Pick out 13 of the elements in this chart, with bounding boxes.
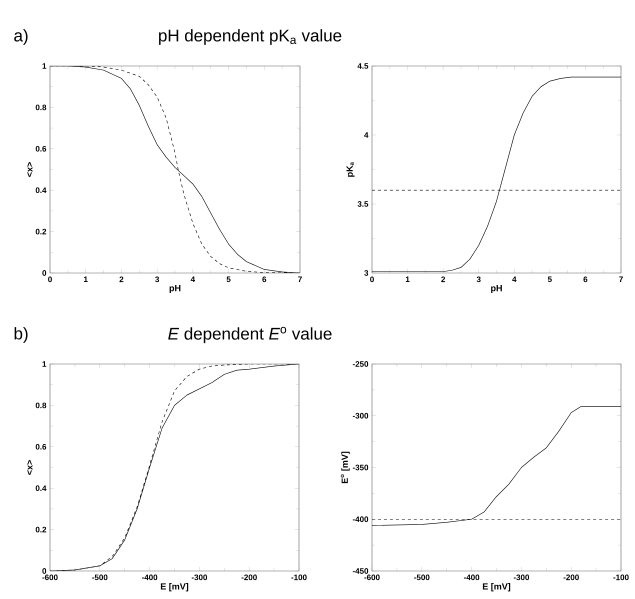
x-axis-title: E [mV] (160, 583, 188, 592)
y-axis-title: <x> (27, 162, 33, 177)
x-axis-title: E [mV] (482, 583, 510, 592)
y-axis-title: E$^{o}$ [mV] (340, 452, 350, 484)
chart-title: pH dependent pK$_{a}$ value (159, 29, 342, 45)
line-series (372, 406, 622, 526)
x-axis-title: pH (491, 285, 502, 294)
y-axis-title: <x> (27, 460, 33, 475)
text: b) (14, 327, 28, 343)
x-axis-title: pH (170, 285, 180, 294)
y-axis-title: pK$_{a}$ (346, 162, 355, 177)
text: a) (14, 29, 28, 45)
chart-title: E dependent E$^{o}$ value (168, 326, 332, 344)
